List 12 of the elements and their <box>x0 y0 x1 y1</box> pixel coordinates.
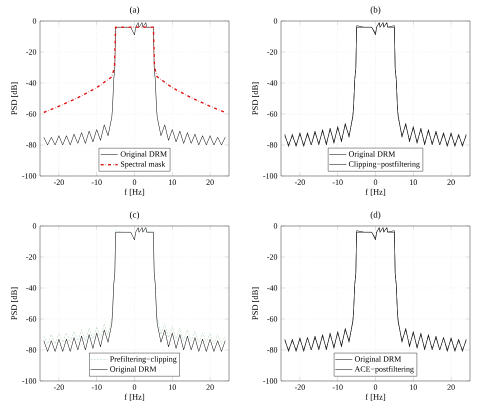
x-axis-title: f [Hz] <box>124 188 144 196</box>
chart-title: (a) <box>130 6 140 14</box>
x-axis-title: f [Hz] <box>366 188 386 196</box>
chart-title: (d) <box>370 211 380 220</box>
y-axis-title: PSD [dB] <box>252 287 260 320</box>
chart-title: (c) <box>130 211 140 220</box>
chart-title: (b) <box>370 6 380 14</box>
y-axis-title: PSD [dB] <box>11 82 18 115</box>
x-axis-title: f [Hz] <box>124 394 144 401</box>
x-axis-title: f [Hz] <box>366 394 386 401</box>
y-axis-title: PSD [dB] <box>252 82 260 115</box>
y-axis-title: PSD [dB] <box>11 287 18 320</box>
